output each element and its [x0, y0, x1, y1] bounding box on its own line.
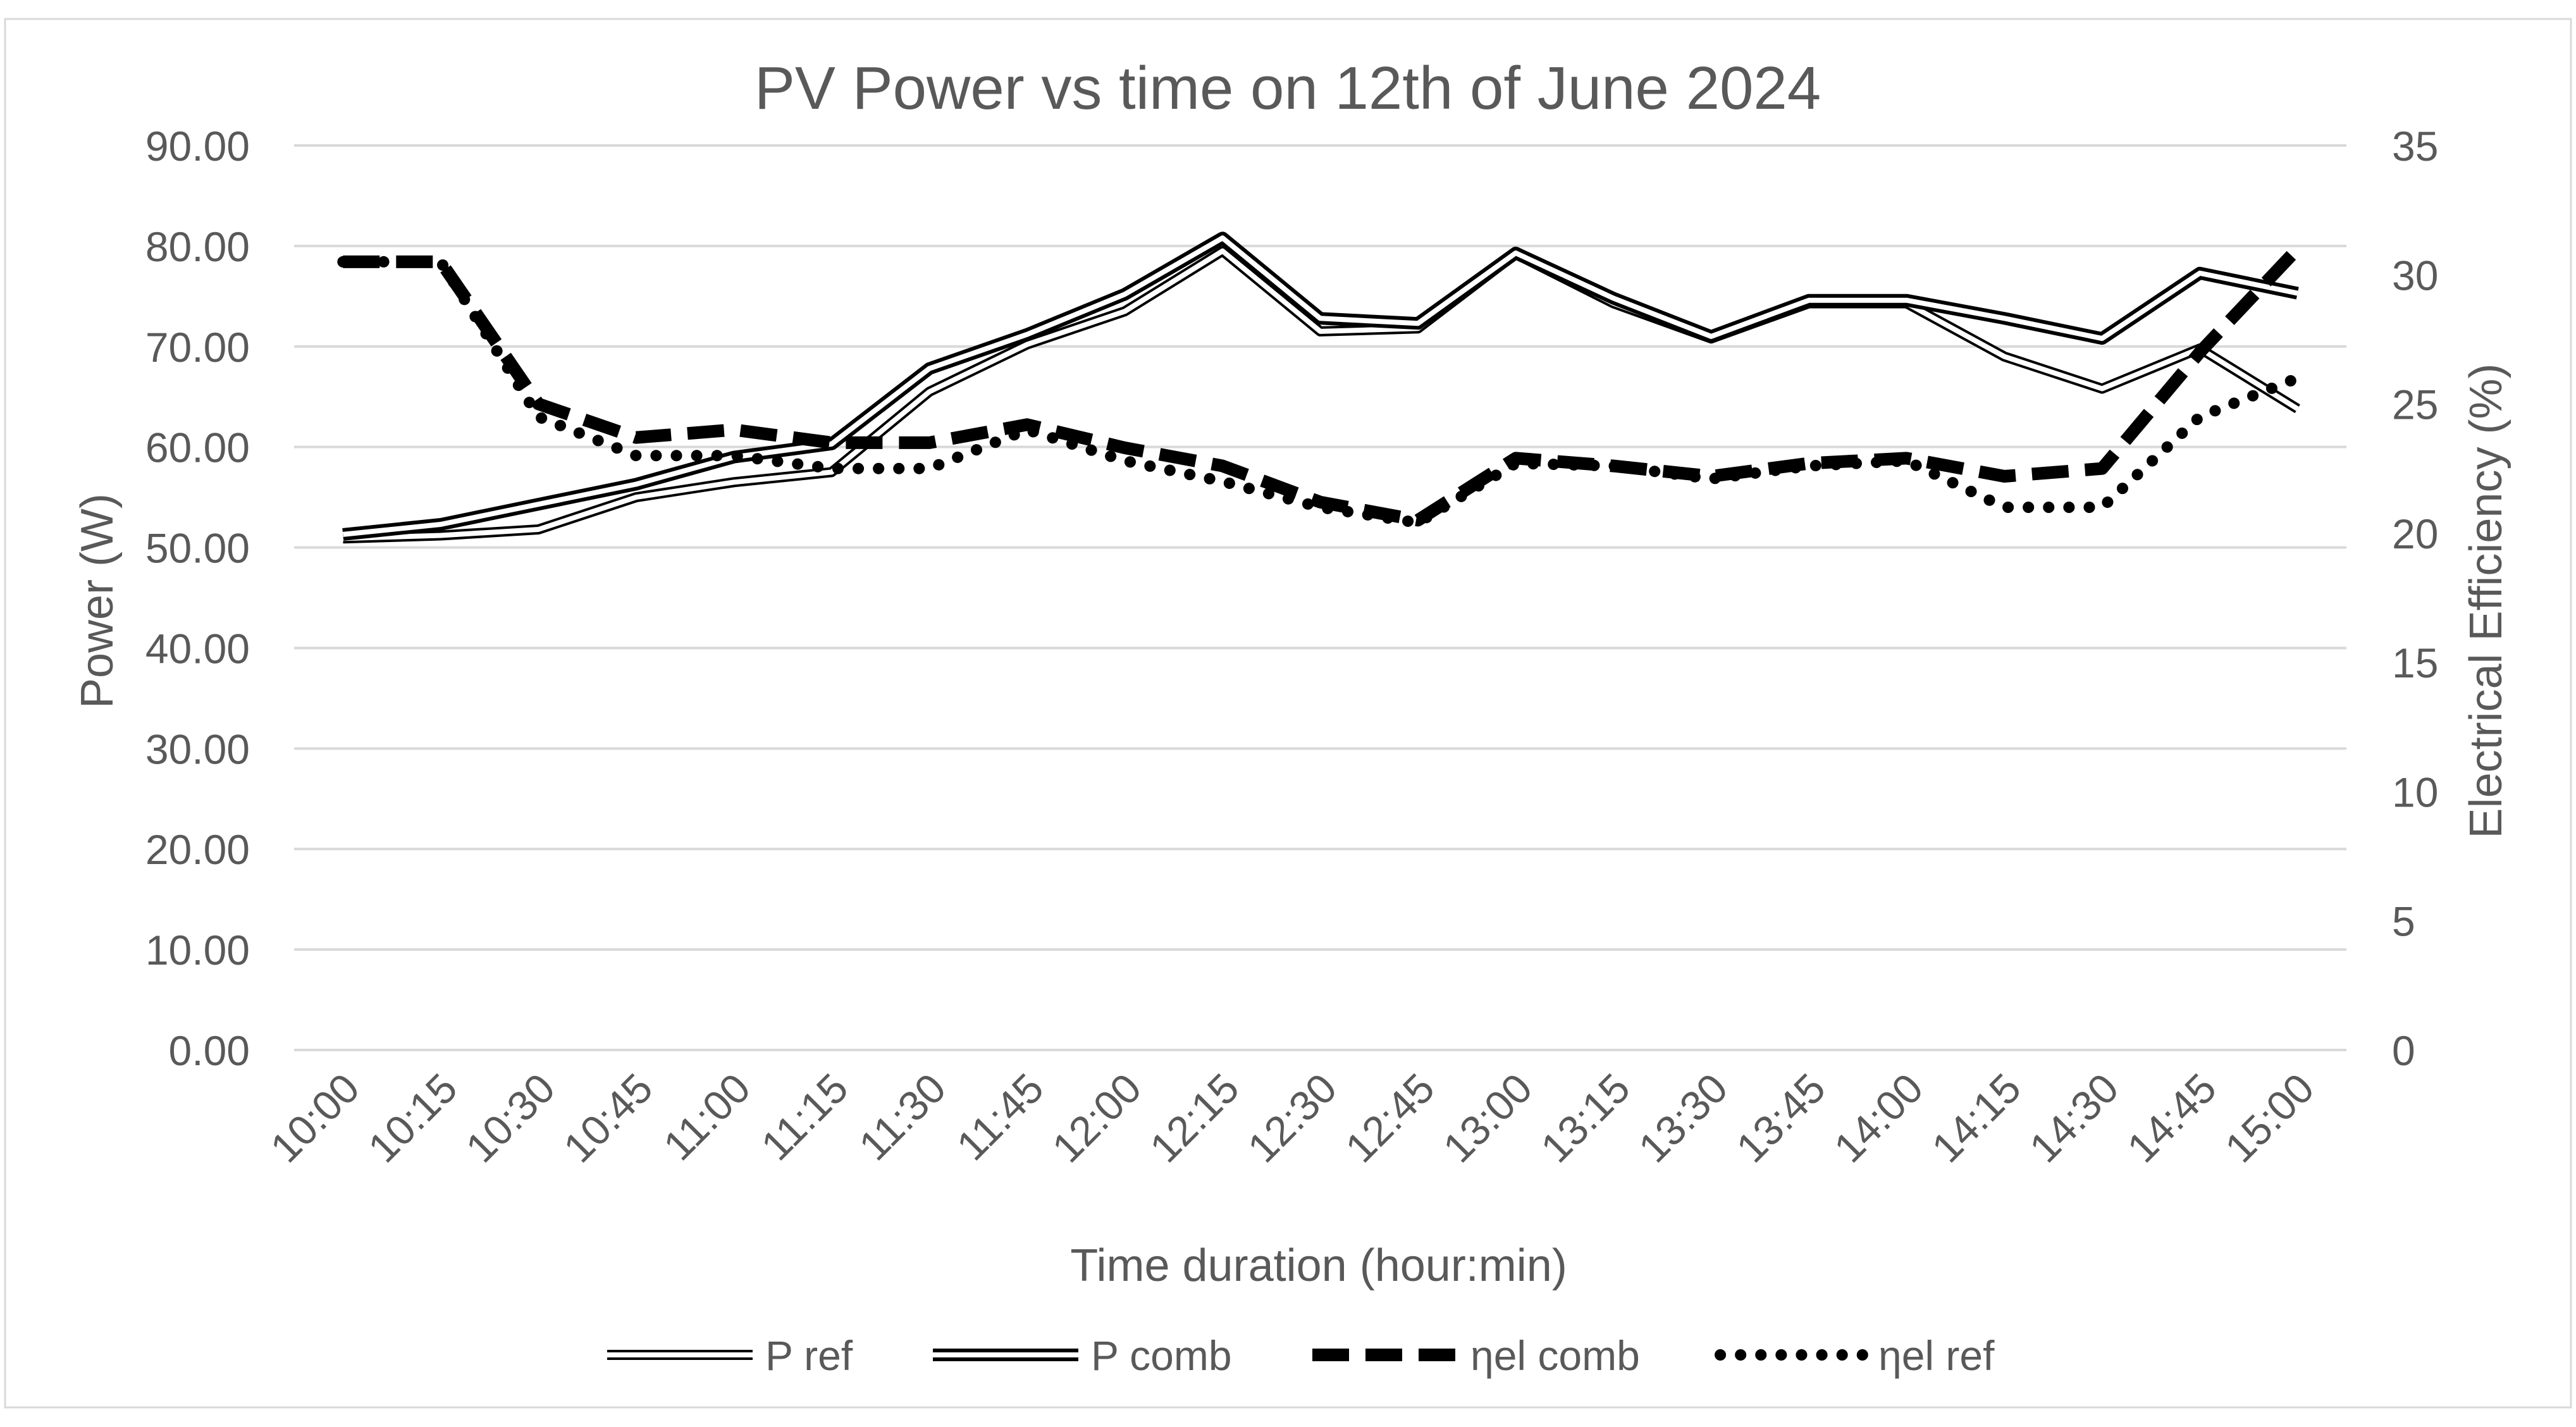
chart-title: PV Power vs time on 12th of June 2024 — [755, 54, 1821, 122]
legend-label: P ref — [765, 1332, 853, 1379]
y2-axis-label: Electrical Efficiency (%) — [2461, 364, 2511, 839]
y2-tick-label: 25 — [2392, 381, 2438, 428]
y-tick-label: 30.00 — [145, 726, 250, 772]
series-line — [343, 244, 2302, 527]
y2-tick-label: 0 — [2392, 1027, 2415, 1074]
legend-label: P comb — [1091, 1332, 1232, 1379]
y-axis-ticks: 0.00 10.00 20.00 30.00 40.00 50.00 60.00 70.00 8… — [145, 123, 250, 1074]
y-tick-label: 70.00 — [145, 324, 250, 371]
series-p-comb — [342, 232, 2299, 541]
legend: P ref P comb ηel comb ηel ref — [607, 1332, 1995, 1379]
y-tick-label: 40.00 — [145, 625, 250, 672]
series--el-ref — [337, 256, 2303, 529]
series-line — [337, 256, 2303, 529]
series-line-inner — [343, 248, 2299, 541]
y2-axis-ticks: 0 5 10 15 20 25 30 35 — [2392, 123, 2438, 1074]
y-tick-label: 60.00 — [145, 424, 250, 471]
legend-label: ηel ref — [1878, 1332, 1995, 1379]
y-axis-label: Power (W) — [72, 493, 123, 708]
series--el-comb — [343, 244, 2302, 527]
y-tick-label: 20.00 — [145, 826, 250, 873]
series-p-ref — [343, 245, 2300, 544]
y2-tick-label: 5 — [2392, 898, 2415, 945]
y-tick-label: 50.00 — [145, 525, 250, 572]
y2-tick-label: 20 — [2392, 510, 2438, 557]
series-line-inner — [342, 235, 2298, 537]
legend-label: ηel comb — [1470, 1332, 1640, 1379]
y2-tick-label: 15 — [2392, 639, 2438, 686]
x-axis-label: Time duration (hour:min) — [1070, 1240, 1567, 1291]
y-tick-label: 90.00 — [145, 123, 250, 170]
y-tick-label: 80.00 — [145, 223, 250, 270]
y-tick-label: 0.00 — [169, 1027, 250, 1074]
gridlines — [294, 144, 2346, 1051]
y2-tick-label: 35 — [2392, 123, 2438, 170]
series-lines — [337, 232, 2303, 544]
y-tick-label: 10.00 — [145, 927, 250, 973]
y2-tick-label: 10 — [2392, 769, 2438, 815]
chart-border — [4, 18, 2572, 1409]
y2-tick-label: 30 — [2392, 252, 2438, 299]
